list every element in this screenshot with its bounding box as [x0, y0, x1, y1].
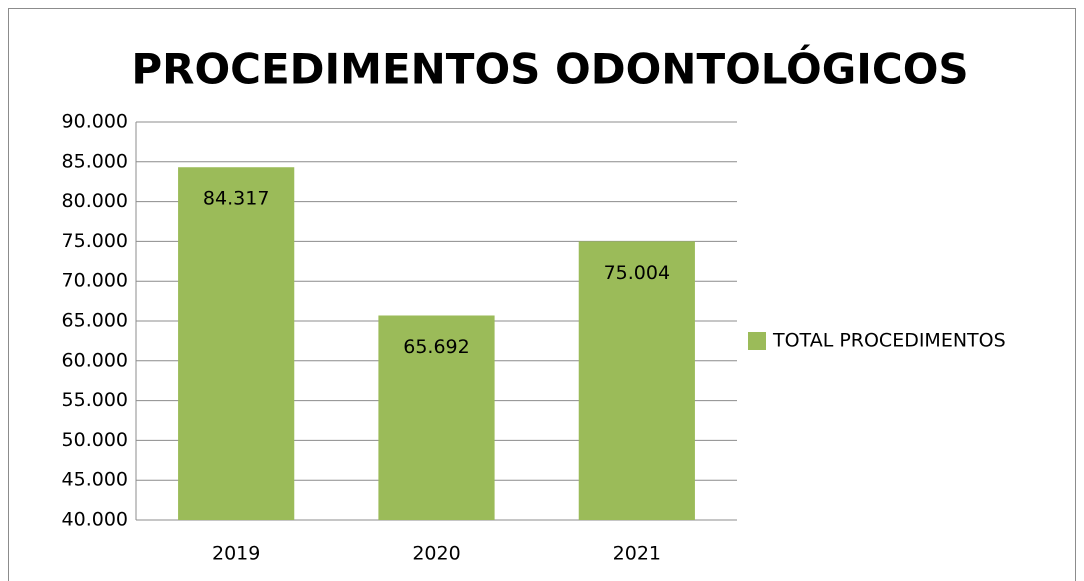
y-tick-label: 45.000 [62, 469, 128, 491]
x-tick-label: 2020 [412, 543, 460, 565]
legend-label: TOTAL PROCEDIMENTOS [772, 330, 1006, 352]
bar [378, 315, 495, 520]
bar [178, 167, 295, 520]
x-tick-label: 2019 [212, 543, 260, 565]
legend-swatch [748, 332, 766, 350]
y-tick-label: 80.000 [62, 190, 128, 212]
chart-border [8, 8, 1076, 581]
y-tick-label: 90.000 [62, 111, 128, 133]
y-tick-label: 40.000 [62, 509, 128, 531]
chart-title: PROCEDIMENTOS ODONTOLÓGICOS [131, 44, 968, 94]
y-tick-label: 55.000 [62, 389, 128, 411]
y-tick-label: 60.000 [62, 349, 128, 371]
y-tick-label: 85.000 [62, 150, 128, 172]
y-tick-label: 65.000 [62, 310, 128, 332]
value-label: 75.004 [604, 262, 670, 284]
y-tick-label: 70.000 [62, 270, 128, 292]
value-label: 84.317 [203, 188, 269, 210]
value-label: 65.692 [403, 336, 469, 358]
y-tick-label: 50.000 [62, 429, 128, 451]
y-tick-label: 75.000 [62, 230, 128, 252]
x-tick-label: 2021 [613, 543, 661, 565]
bar [578, 241, 695, 520]
